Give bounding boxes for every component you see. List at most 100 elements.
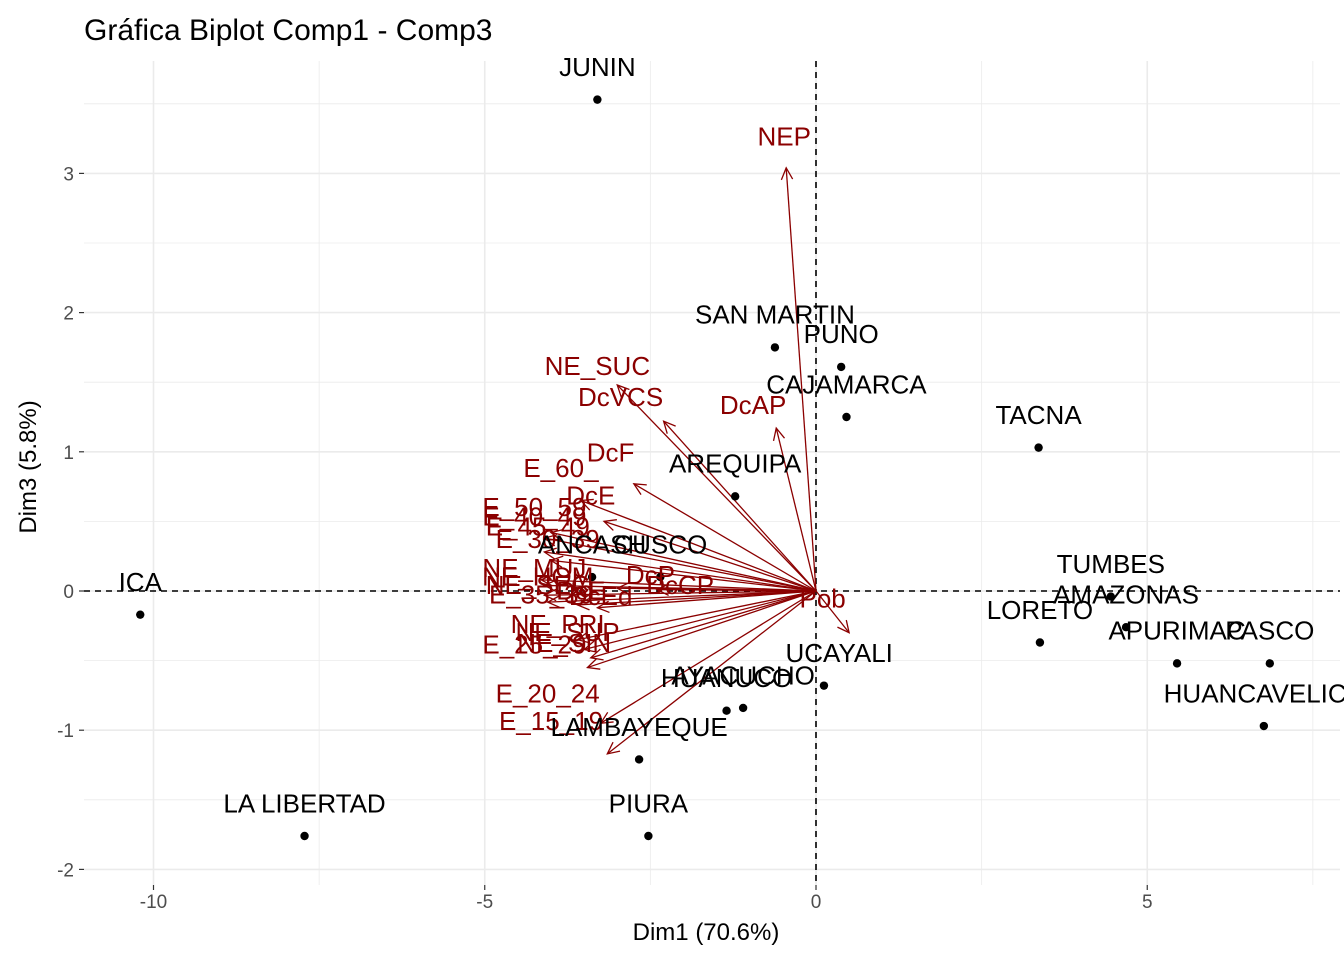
variable-arrow [542, 534, 817, 592]
variable-arrow [815, 590, 851, 634]
y-tick-label: 0 [63, 582, 74, 603]
individual-label: ANCASH [538, 529, 646, 559]
individual-point [656, 572, 665, 582]
individual-label: PIURA [609, 788, 689, 818]
individual-label: AMAZONAS [1053, 580, 1199, 610]
individual-label: ICA [119, 567, 163, 597]
reference-lines [84, 61, 1340, 885]
variable-label: E_40_49 [482, 502, 586, 532]
variable-arrow [546, 590, 817, 608]
variable-label: NE_SUP [516, 617, 620, 647]
individual-label: TACNA [995, 400, 1082, 430]
variable-arrow [616, 383, 817, 592]
individual-label: SAN MARTIN [695, 300, 855, 330]
individual-point [842, 412, 851, 422]
individual-point [1121, 622, 1131, 632]
individual-label: AREQUIPA [669, 449, 802, 479]
variable-label: DcVCS [578, 382, 663, 412]
variable-arrow [606, 590, 817, 755]
individual-label: LA LIBERTAD [223, 788, 385, 818]
variable-label: DcE [566, 481, 615, 511]
chart-title: Gráfica Biplot Comp1 - Comp3 [84, 14, 493, 47]
variable-label: E_45_49 [486, 511, 590, 541]
individual-point [587, 572, 597, 582]
y-axis-title: Dim3 (5.8%) [15, 400, 42, 533]
variable-arrow [632, 483, 817, 592]
variable-label: DcAP [720, 390, 786, 420]
individual-point [770, 343, 780, 352]
individual-point [593, 95, 602, 104]
variable-arrow [542, 588, 817, 602]
variable-label: NE_HOM [482, 561, 593, 591]
variable-arrow [549, 555, 817, 592]
individual-point [644, 831, 653, 841]
variable-arrow [780, 166, 817, 592]
individual-label: CUSCO [613, 529, 707, 559]
variable-arrow [542, 547, 817, 592]
variable-arrow [576, 590, 817, 611]
individual-label: LORETO [987, 595, 1093, 625]
individual-label: AYACUCHO [671, 660, 815, 690]
individual-label: TUMBES [1057, 549, 1165, 579]
individual-label: JUNIN [559, 52, 636, 82]
individual-point [836, 362, 846, 372]
variable-label: DcCP [646, 570, 714, 600]
variable-arrow [772, 426, 817, 592]
individual-point [1106, 592, 1116, 601]
individual-point [738, 703, 748, 713]
variable-arrow [586, 590, 817, 670]
variable-label: E_15_19 [499, 706, 603, 736]
variable-arrows [539, 166, 851, 755]
individual-point [1034, 443, 1043, 452]
individual-point [722, 706, 731, 715]
individual-label: PASCO [1225, 616, 1314, 646]
variable-label: E_25_29 [482, 630, 586, 660]
variable-label: E_60_ [523, 453, 599, 483]
variable-label: E_35_39 [489, 580, 593, 610]
y-tick-label: 1 [63, 443, 74, 464]
variable-arrow [549, 528, 817, 592]
variable-arrow [599, 590, 817, 725]
individual-point [730, 492, 740, 501]
variable-label: NE_SEC [486, 570, 590, 600]
variable-label: NE_MUJ [482, 553, 586, 583]
variable-label: E_20_24 [496, 678, 600, 708]
individual-points [136, 95, 1275, 841]
individual-point [819, 681, 829, 690]
y-tick-label: 3 [63, 164, 74, 185]
individual-point [1172, 659, 1182, 668]
x-tick-label: -10 [140, 892, 167, 913]
x-axis-title: Dim1 (70.6%) [633, 919, 780, 946]
individual-label: HUANUCO [661, 663, 792, 693]
variable-label: E_30_39 [496, 524, 600, 554]
individual-label: PUNO [804, 319, 879, 349]
variable-arrow [579, 498, 817, 592]
individual-label: APURIMAC [1108, 616, 1245, 646]
variable-arrow [589, 590, 817, 661]
variable-label: E_50_59 [482, 492, 586, 522]
individual-label: UCAYALI [785, 638, 892, 668]
variable-arrow [582, 590, 817, 653]
variable-label: Pob [799, 584, 845, 614]
individual-label: CAJAMARCA [766, 369, 927, 399]
variable-arrow [595, 590, 817, 614]
variable-label: NE_SUC [545, 351, 650, 381]
variable-arrow [576, 590, 817, 644]
variable-label: NE_SIN [517, 628, 611, 658]
individual-label: HUANCAVELICA [1164, 678, 1344, 708]
individual-point [136, 610, 145, 619]
individual-point [1265, 659, 1275, 668]
variable-label: NEP [757, 122, 810, 152]
variable-label: NE_PRI [511, 609, 605, 639]
y-tick-label: -1 [57, 721, 74, 742]
individual-point [1035, 638, 1045, 647]
individual-point [634, 755, 644, 764]
individual-point [1259, 721, 1269, 731]
variable-label: DcEd [569, 581, 633, 611]
individual-point [300, 831, 309, 841]
x-tick-label: 0 [811, 892, 822, 913]
variable-arrow [662, 420, 817, 592]
